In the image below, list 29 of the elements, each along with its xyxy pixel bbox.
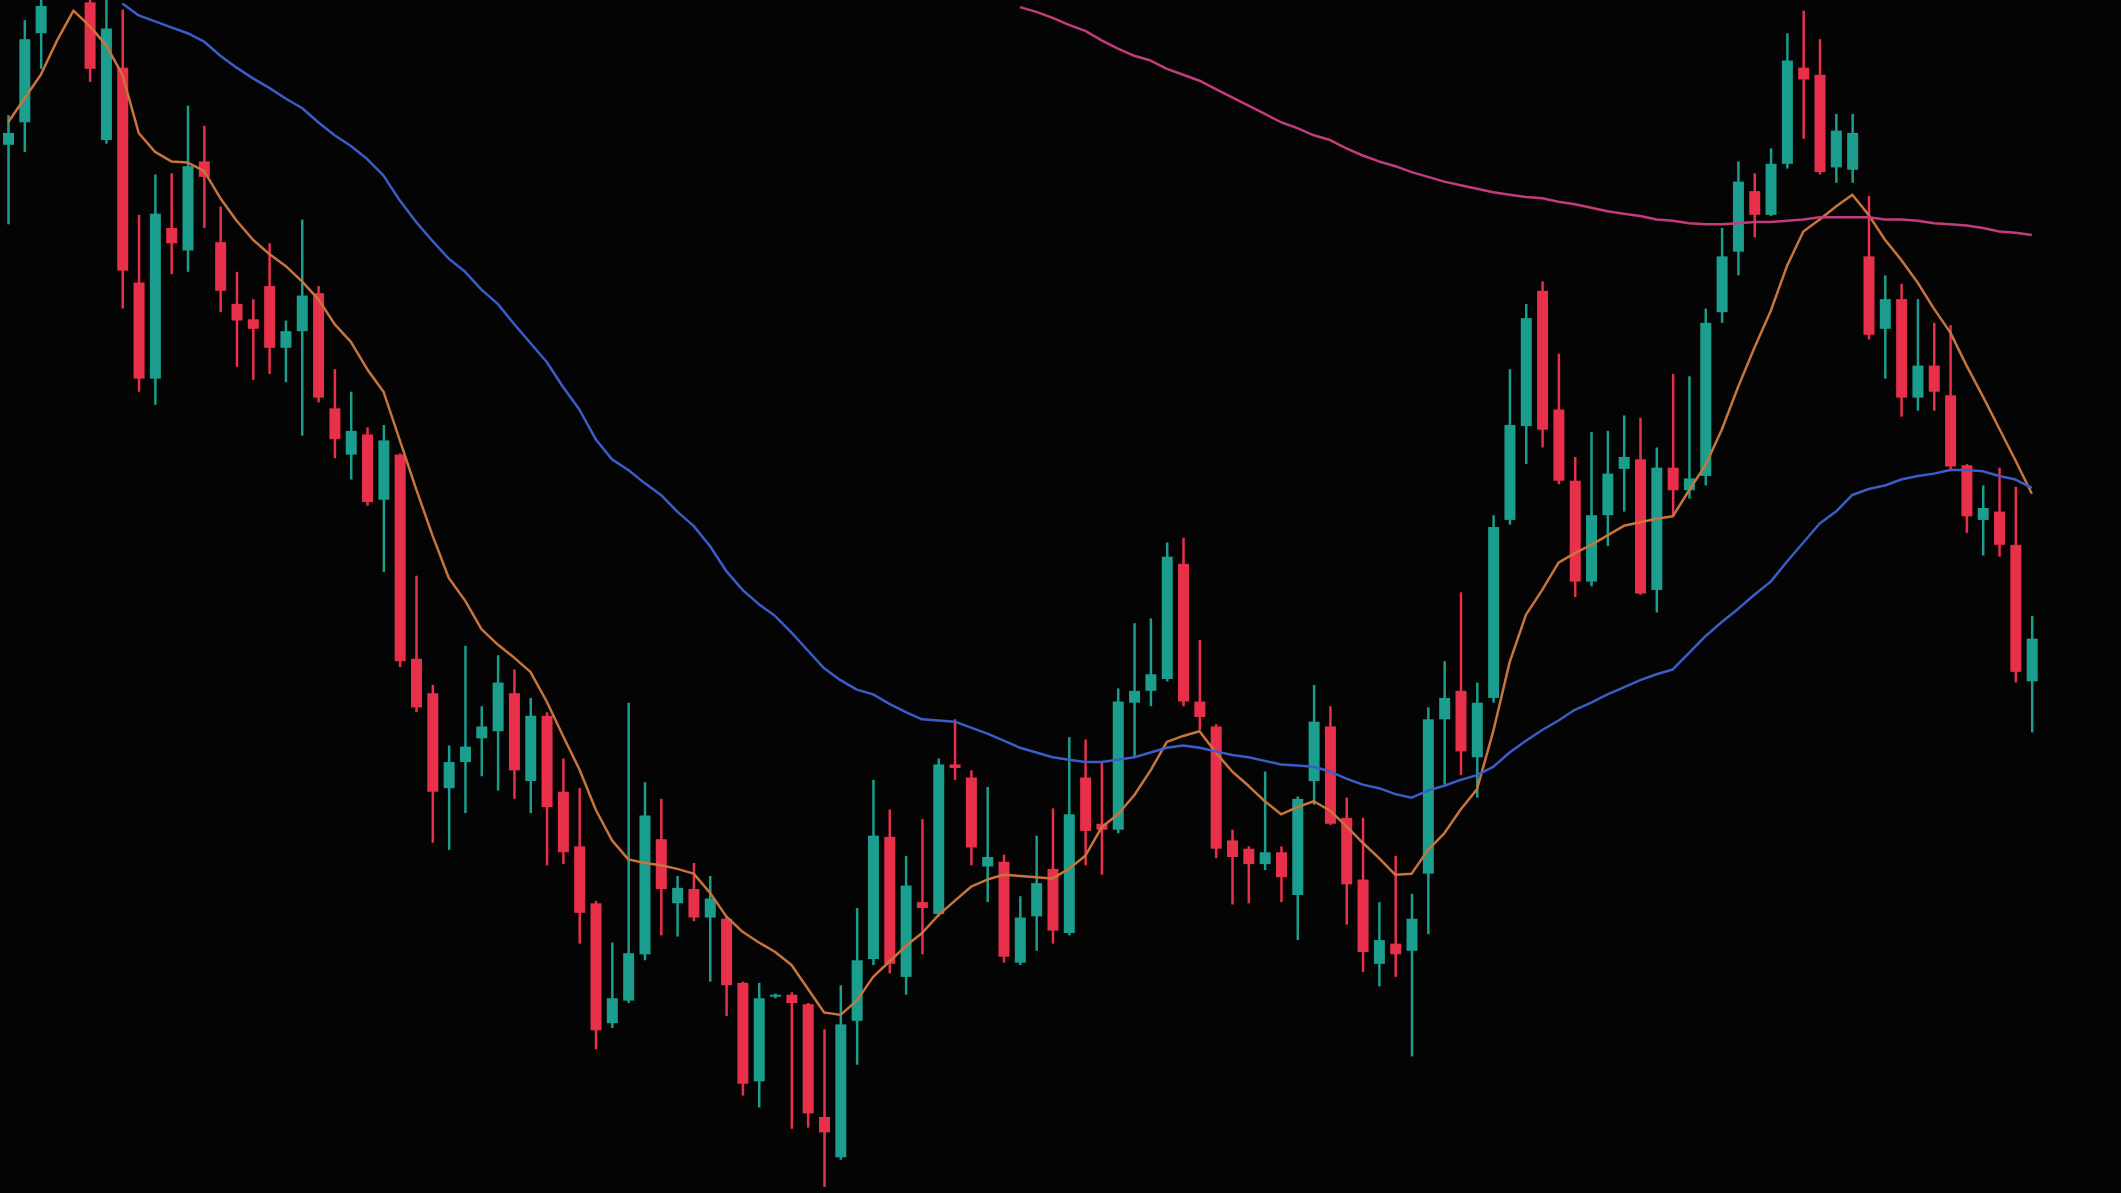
candlestick bbox=[345, 390, 357, 481]
candlestick bbox=[1373, 900, 1385, 988]
candlestick bbox=[247, 297, 259, 382]
candlestick bbox=[3, 113, 14, 226]
candlestick bbox=[1259, 770, 1271, 872]
candlestick bbox=[1129, 621, 1141, 759]
candlestick bbox=[916, 817, 928, 956]
candlestick bbox=[459, 644, 471, 815]
candlestick bbox=[1243, 845, 1255, 905]
candlestick bbox=[819, 1027, 830, 1187]
candlestick bbox=[1194, 638, 1206, 732]
candlestick bbox=[1439, 659, 1451, 786]
candlestick bbox=[1390, 854, 1402, 979]
candlestick bbox=[1798, 9, 1810, 141]
candlestick bbox=[1749, 172, 1761, 239]
candlestick bbox=[1227, 828, 1238, 906]
candlestick bbox=[231, 270, 243, 369]
candlestick bbox=[786, 991, 798, 1131]
candlestick bbox=[280, 319, 292, 384]
candlestick bbox=[166, 172, 178, 276]
candlestick bbox=[1618, 414, 1630, 513]
candlestick bbox=[1977, 484, 1989, 557]
candlestick bbox=[672, 874, 684, 938]
candlestick bbox=[949, 718, 961, 782]
candlestick bbox=[704, 874, 716, 983]
candlestick bbox=[1667, 372, 1679, 517]
candlestick bbox=[476, 705, 488, 778]
candlestick bbox=[1145, 617, 1157, 708]
candlestick bbox=[982, 785, 994, 904]
